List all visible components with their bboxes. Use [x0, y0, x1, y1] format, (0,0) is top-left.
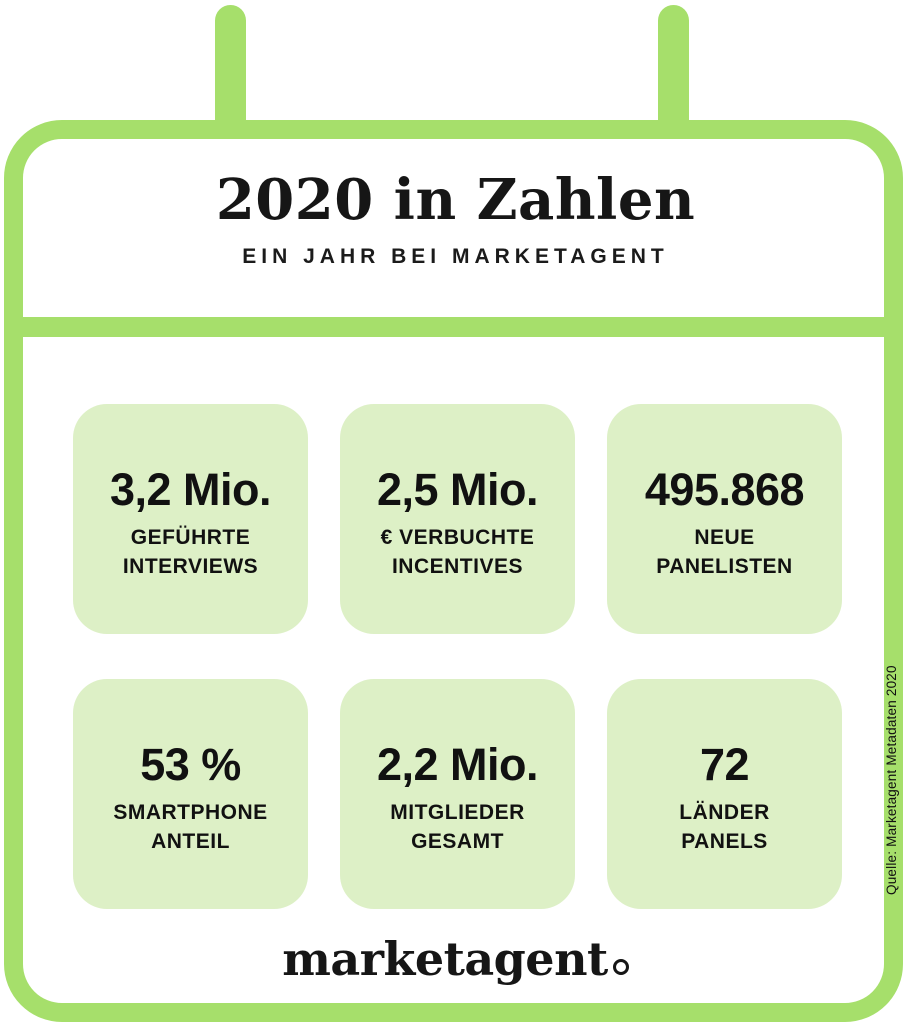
stat-value: 53 %: [140, 739, 241, 791]
logo-wordmark: marketagent: [282, 932, 608, 986]
stat-label: NEUE PANELISTEN: [656, 525, 793, 578]
logo-ring-icon: [612, 959, 629, 975]
stat-value: 495.868: [644, 464, 805, 516]
stat-card-smartphone-share: 53 % SMARTPHONE ANTEIL: [73, 679, 308, 909]
stat-value: 2,5 Mio.: [376, 464, 539, 516]
stat-label: SMARTPHONE ANTEIL: [113, 800, 268, 853]
stat-value: 72: [699, 739, 750, 791]
stat-card-new-panelists: 495.868 NEUE PANELISTEN: [607, 404, 842, 634]
stat-value: 2,2 Mio.: [376, 739, 539, 791]
header-divider: [4, 317, 903, 337]
source-note: Quelle: Marketagent Metadaten 2020: [884, 665, 899, 895]
calendar-hook-right-icon: [658, 5, 689, 139]
page-subtitle: EIN JAHR BEI MARKETAGENT: [242, 245, 669, 268]
stat-label: LÄNDER PANELS: [679, 800, 770, 853]
calendar-hook-left-icon: [215, 5, 246, 139]
page-title: 2020 in Zahlen: [215, 167, 696, 233]
calendar-frame: [4, 120, 903, 1022]
stat-label: GEFÜHRTE INTERVIEWS: [122, 525, 259, 578]
stat-card-interviews: 3,2 Mio. GEFÜHRTE INTERVIEWS: [73, 404, 308, 634]
stat-label: MITGLIEDER GESAMT: [390, 800, 525, 853]
stat-card-country-panels: 72 LÄNDER PANELS: [607, 679, 842, 909]
stat-label: € VERBUCHTE INCENTIVES: [380, 525, 535, 578]
stat-card-incentives: 2,5 Mio. € VERBUCHTE INCENTIVES: [340, 404, 575, 634]
stats-grid: 3,2 Mio. GEFÜHRTE INTERVIEWS 2,5 Mio. € …: [73, 404, 842, 909]
marketagent-logo: marketagent: [0, 936, 911, 982]
stat-card-members-total: 2,2 Mio. MITGLIEDER GESAMT: [340, 679, 575, 909]
stat-value: 3,2 Mio.: [109, 464, 272, 516]
